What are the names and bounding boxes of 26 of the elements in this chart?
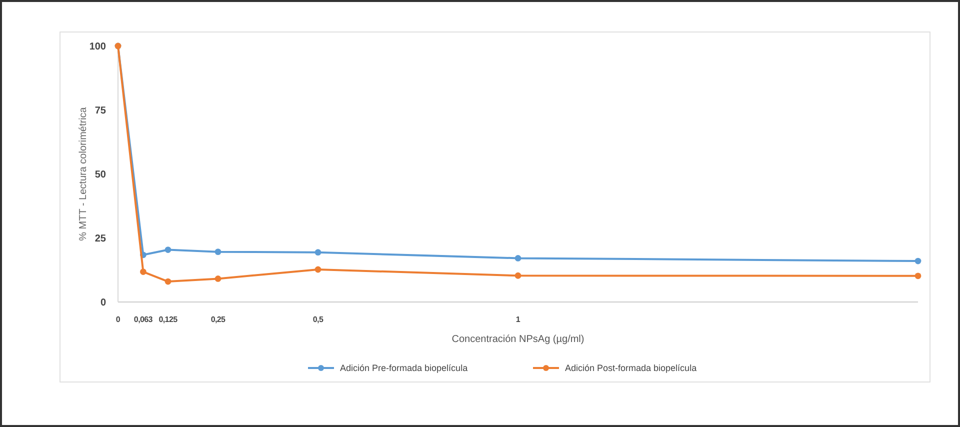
point (514, 255, 522, 262)
point (140, 268, 146, 275)
point (214, 276, 222, 282)
y-tick-label: 50 (94, 170, 106, 180)
x-tick-label: 0,063 (134, 315, 154, 324)
legend-label: Adición Post-formada biopelícula (565, 363, 697, 374)
y-tick-label: 25 (94, 234, 106, 244)
point (164, 278, 172, 285)
x-axis-title: Concentración NPsAg (µg/ml) (452, 334, 584, 345)
point (164, 246, 172, 253)
point (214, 248, 222, 256)
legend-label: Adición Pre-formada biopelícula (340, 363, 468, 374)
x-tick-label: 0,125 (158, 315, 178, 324)
y-tick-label: 75 (94, 106, 106, 116)
point (914, 272, 922, 280)
x-tick-label: 0 (116, 315, 121, 324)
point (314, 249, 322, 256)
y-axis-title: % MTT - Lectura colorimétrica (78, 106, 89, 241)
x-tick-label: 1 (516, 315, 521, 324)
x-tick-label: 0,5 (312, 315, 324, 324)
x-tick-label: 0,25 (210, 315, 226, 324)
point (514, 272, 522, 279)
point (914, 258, 922, 264)
point (314, 266, 322, 273)
y-tick-label: 0 (100, 298, 106, 308)
y-tick-label: 100 (89, 42, 106, 52)
